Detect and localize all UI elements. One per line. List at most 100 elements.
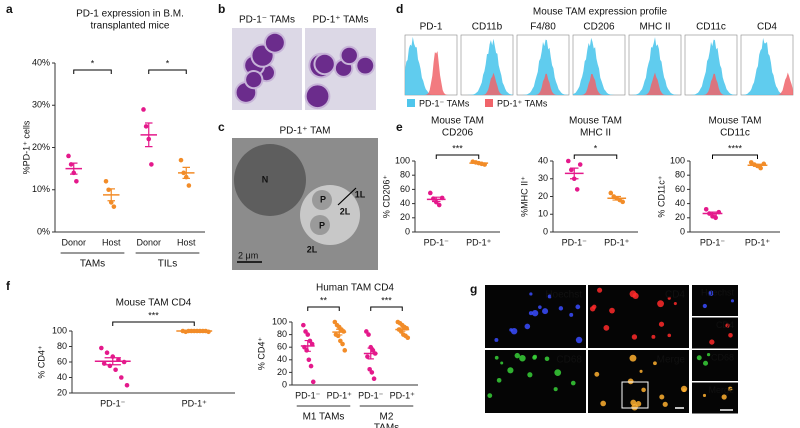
error-bar <box>753 163 762 167</box>
x-tick-label: PD-1⁺ <box>327 390 353 400</box>
stain <box>702 393 707 398</box>
significance-label: *** <box>381 295 392 305</box>
x-tick-label: PD-1⁻ <box>295 390 321 400</box>
em-annotation: 2L <box>340 206 351 216</box>
arrow <box>337 187 357 206</box>
legend-swatch <box>407 99 415 107</box>
data-point <box>183 329 188 335</box>
data-point <box>713 215 718 221</box>
x-tick-label: PD-1⁺ <box>604 237 630 247</box>
y-axis-label: % CD11c⁺ <box>656 175 666 217</box>
stain-label: CD4 <box>716 320 734 330</box>
image-title: PD-1⁺ TAMs <box>312 15 368 26</box>
data-point <box>703 206 709 212</box>
em-annotation: 1L <box>355 189 366 199</box>
stain <box>603 324 610 331</box>
chart-title: Mouse TAM <box>569 116 622 127</box>
group-label: M1 TAMs <box>303 412 345 423</box>
stain <box>570 380 576 386</box>
significance-label: **** <box>728 143 743 153</box>
data-point <box>121 359 127 365</box>
stain <box>507 367 514 374</box>
x-tick-label: PD-1⁻ <box>100 398 126 408</box>
marker-label: CD4 <box>757 22 777 33</box>
marker-label: CD11c <box>696 22 726 33</box>
y-tick-label: 40% <box>32 57 50 67</box>
error-bar <box>612 195 621 201</box>
data-point <box>577 162 583 167</box>
stain <box>553 387 558 392</box>
error-bar <box>336 328 343 336</box>
y-tick-label: 30% <box>32 100 50 110</box>
data-point <box>119 375 124 380</box>
stain <box>528 311 533 316</box>
panel-label: f <box>6 279 11 293</box>
group-label: M2 <box>380 412 394 423</box>
stain <box>494 355 499 360</box>
stain <box>707 290 714 297</box>
stain <box>651 334 656 339</box>
chart-title: transplanted mice <box>91 21 170 32</box>
group-label: TILs <box>158 259 177 270</box>
error-bar <box>182 166 190 179</box>
significance-bracket <box>712 154 758 159</box>
histogram <box>517 39 569 95</box>
histogram <box>685 39 737 95</box>
stain <box>558 306 564 311</box>
y-tick-label: 40 <box>57 372 67 382</box>
data-point <box>568 167 574 173</box>
stain <box>538 305 542 309</box>
data-point <box>103 179 109 184</box>
stain <box>569 312 574 317</box>
chart-title: Mouse TAM <box>709 116 762 127</box>
stain-label: Merge <box>708 385 734 395</box>
chart-title: Human TAM CD4 <box>316 283 394 294</box>
histogram <box>629 72 681 95</box>
em-annotation: P <box>319 220 325 230</box>
y-tick-label: 40 <box>538 155 548 165</box>
stain <box>658 321 665 327</box>
significance-bracket <box>73 69 112 74</box>
stain <box>641 387 646 393</box>
marker-label: CD11b <box>472 22 503 33</box>
x-tick-label: PD-1⁻ <box>562 237 588 247</box>
em-vacuole <box>312 190 332 210</box>
stain <box>730 299 735 303</box>
group-label: TAMs <box>80 259 105 270</box>
stain <box>630 399 637 406</box>
legend-label: PD-1⁻ TAMs <box>419 98 470 108</box>
histogram <box>405 51 457 95</box>
histogram <box>741 72 793 95</box>
y-tick-label: 40 <box>400 198 410 208</box>
stain <box>702 303 707 309</box>
stain <box>544 356 550 362</box>
data-point <box>99 345 104 351</box>
error-bar <box>432 196 441 203</box>
stain <box>659 394 665 400</box>
data-point <box>566 158 571 164</box>
y-tick-label: 20 <box>400 212 410 222</box>
significance-label: *** <box>148 310 159 320</box>
panel-label: g <box>470 282 477 296</box>
stain <box>673 301 677 306</box>
legend-label: PD-1⁺ TAMs <box>497 98 548 108</box>
data-point <box>365 354 370 359</box>
significance-label: * <box>91 58 95 68</box>
stain <box>653 361 657 366</box>
chart-title: CD206 <box>442 128 474 139</box>
data-point <box>301 322 306 328</box>
stain <box>524 323 531 330</box>
stain <box>728 332 733 338</box>
data-point <box>149 162 154 167</box>
em-nucleus <box>234 144 306 216</box>
stain <box>510 327 518 335</box>
inset-box <box>621 381 649 409</box>
nucleus <box>315 54 334 74</box>
stain <box>609 307 615 314</box>
significance-bracket <box>148 69 187 74</box>
marker-label: CD206 <box>583 22 615 33</box>
significance-label: * <box>594 143 598 153</box>
stain <box>575 336 583 344</box>
stain <box>631 403 638 411</box>
stain <box>631 334 638 340</box>
